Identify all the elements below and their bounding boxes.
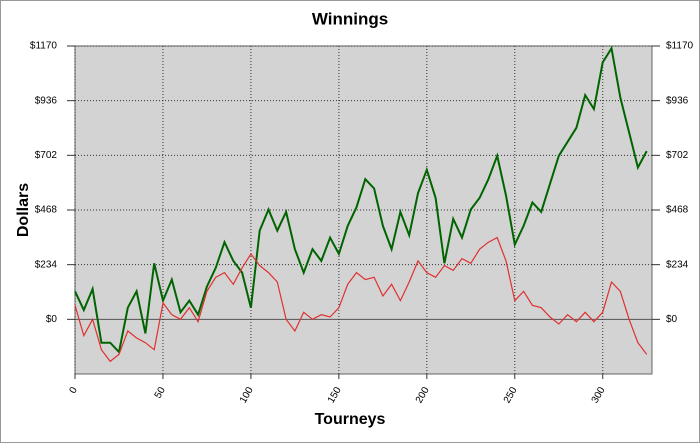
- x-tick-label: 0: [68, 385, 81, 396]
- y2-tick-label: $702: [666, 150, 689, 161]
- y-tick-label: $936: [35, 95, 58, 106]
- series-line: [74, 236, 648, 363]
- y-tick-label: $0: [46, 314, 58, 325]
- y-tick-label: $702: [35, 150, 58, 161]
- chart-title: Winnings: [312, 9, 388, 28]
- y2-tick-label: $0: [666, 314, 678, 325]
- y2-tick-label: $1170: [666, 41, 694, 52]
- y2-tick-label: $468: [666, 205, 689, 216]
- y2-tick-label: $936: [666, 95, 689, 106]
- y-tick-label: $468: [35, 205, 58, 216]
- y-tick-label: $234: [35, 259, 58, 270]
- x-tick-label: 50: [153, 385, 168, 401]
- y-tick-label: $1170: [30, 41, 58, 52]
- y2-tick-label: $234: [666, 259, 689, 270]
- series-line: [74, 45, 648, 355]
- x-axis-title: Tourneys: [315, 411, 386, 428]
- y-axis-title: Dollars: [15, 183, 32, 237]
